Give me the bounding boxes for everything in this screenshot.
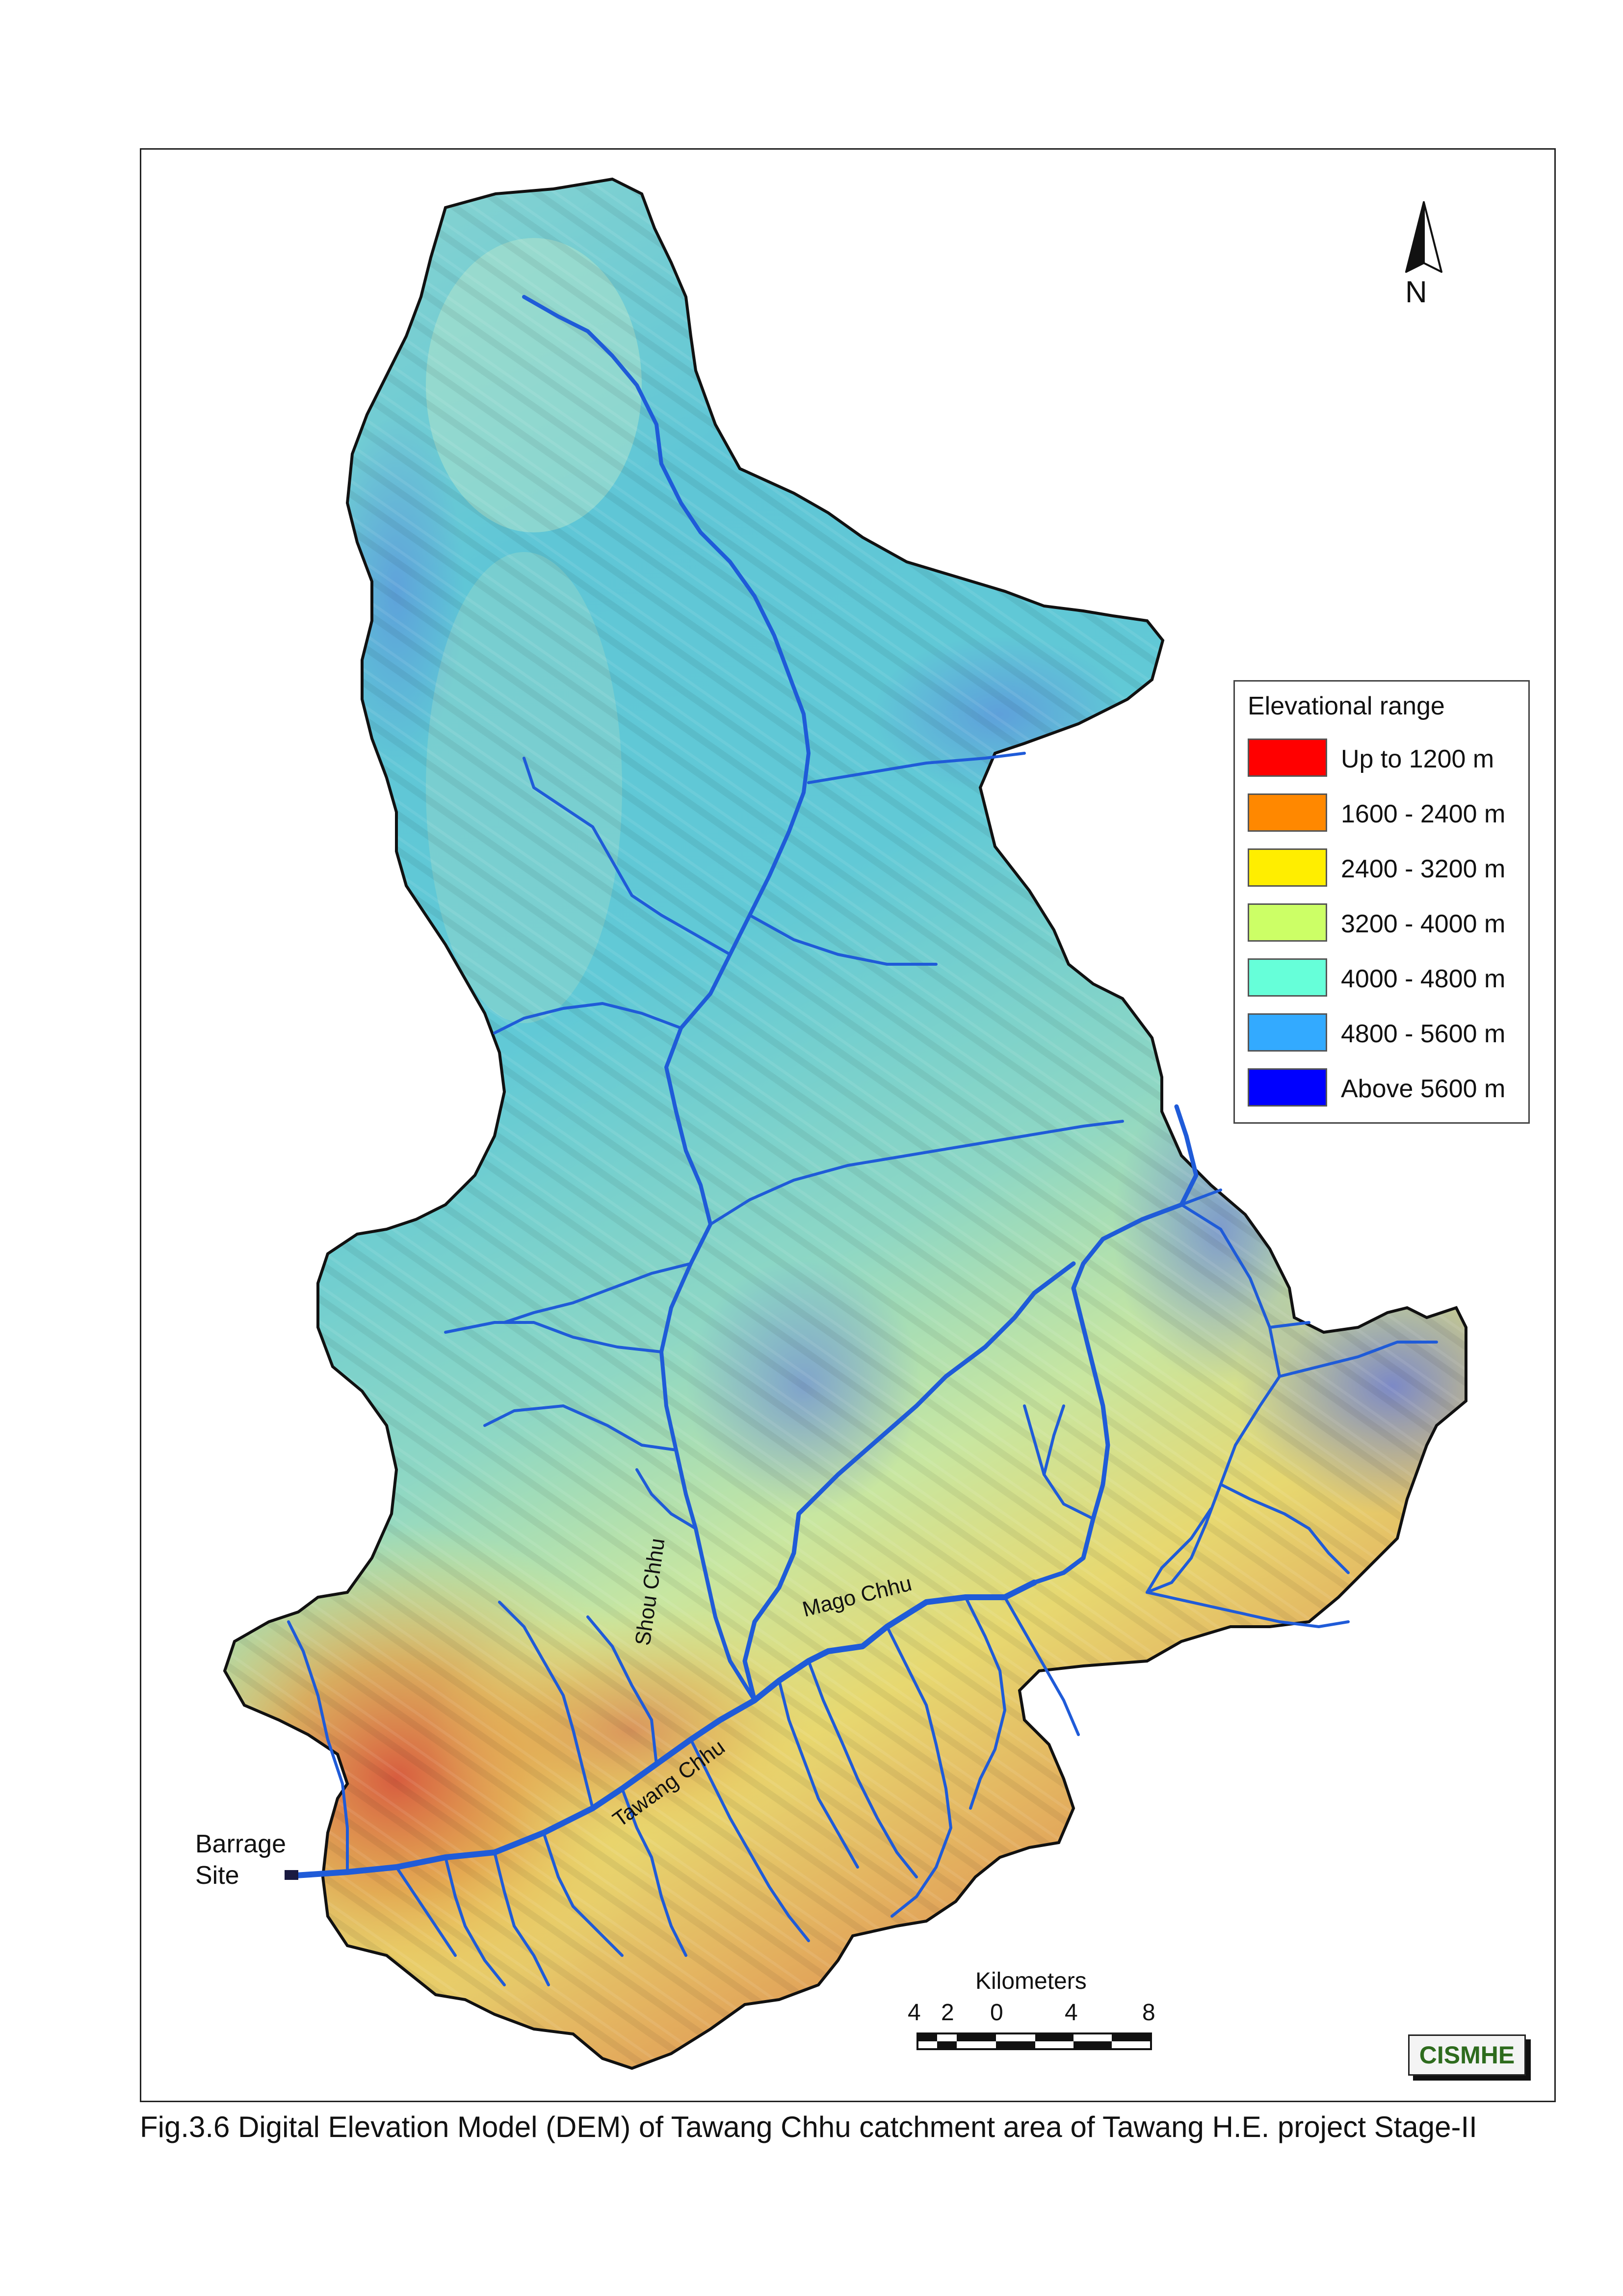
river-shou-chhu — [742, 1261, 1076, 1703]
figure-caption: Fig.3.6 Digital Elevation Model (DEM) of… — [140, 2111, 1477, 2143]
scale-tick-label: 4 — [908, 2000, 921, 2026]
scale-bar: Kilometers 4 2 0 4 8 — [908, 1968, 1163, 2066]
scale-bar-title: Kilometers — [975, 1968, 1087, 1994]
scale-bar-graphic — [916, 2032, 1152, 2050]
catchment-area — [141, 150, 1556, 2102]
legend-swatch — [1248, 903, 1327, 942]
river-main-north — [522, 295, 811, 1702]
scale-tick-label: 0 — [990, 2000, 1003, 2026]
legend-item: 4000 - 4800 m — [1248, 958, 1522, 998]
legend-swatch — [1248, 958, 1327, 997]
legend-swatch — [1248, 793, 1327, 832]
cismhe-logo: CISMHE — [1408, 2034, 1526, 2076]
river-tawang-chhu — [286, 1580, 1037, 1879]
legend-label: 2400 - 3200 m — [1341, 855, 1506, 883]
legend-label: 4800 - 5600 m — [1341, 1020, 1506, 1048]
legend-swatch — [1248, 848, 1327, 887]
north-label: N — [1405, 275, 1427, 309]
legend-item: 3200 - 4000 m — [1248, 903, 1522, 943]
legend-swatch — [1248, 1013, 1327, 1052]
scale-tick-label: 4 — [1065, 2000, 1078, 2026]
legend-title: Elevational range — [1248, 692, 1445, 720]
barrage-site-label: Barrage Site — [195, 1830, 293, 1890]
legend-label: 3200 - 4000 m — [1341, 910, 1506, 938]
legend-label: Above 5600 m — [1341, 1075, 1506, 1103]
legend-item: Up to 1200 m — [1248, 739, 1522, 778]
scale-tick-label: 2 — [941, 2000, 954, 2026]
legend-label: 4000 - 4800 m — [1341, 965, 1506, 993]
barrage-site-marker — [285, 1870, 298, 1880]
legend-swatch — [1248, 739, 1327, 777]
legend-label: Up to 1200 m — [1341, 745, 1494, 773]
map-frame: Barrage Site Shou Chhu Mago Chhu Tawang … — [140, 148, 1556, 2102]
legend-swatch — [1248, 1068, 1327, 1107]
scale-tick-label: 8 — [1142, 2000, 1155, 2026]
legend: Elevational range Up to 1200 m 1600 - 24… — [1233, 680, 1530, 1124]
legend-item: Above 5600 m — [1248, 1068, 1522, 1108]
legend-label: 1600 - 2400 m — [1341, 800, 1506, 828]
north-arrow-icon — [1405, 201, 1442, 273]
legend-item: 4800 - 5600 m — [1248, 1013, 1522, 1053]
dem-map: Barrage Site Shou Chhu Mago Chhu Tawang … — [141, 150, 1556, 2102]
legend-item: 2400 - 3200 m — [1248, 848, 1522, 888]
river-network — [286, 295, 1438, 1986]
legend-item: 1600 - 2400 m — [1248, 793, 1522, 833]
river-mago-chhu — [1032, 1104, 1199, 1585]
